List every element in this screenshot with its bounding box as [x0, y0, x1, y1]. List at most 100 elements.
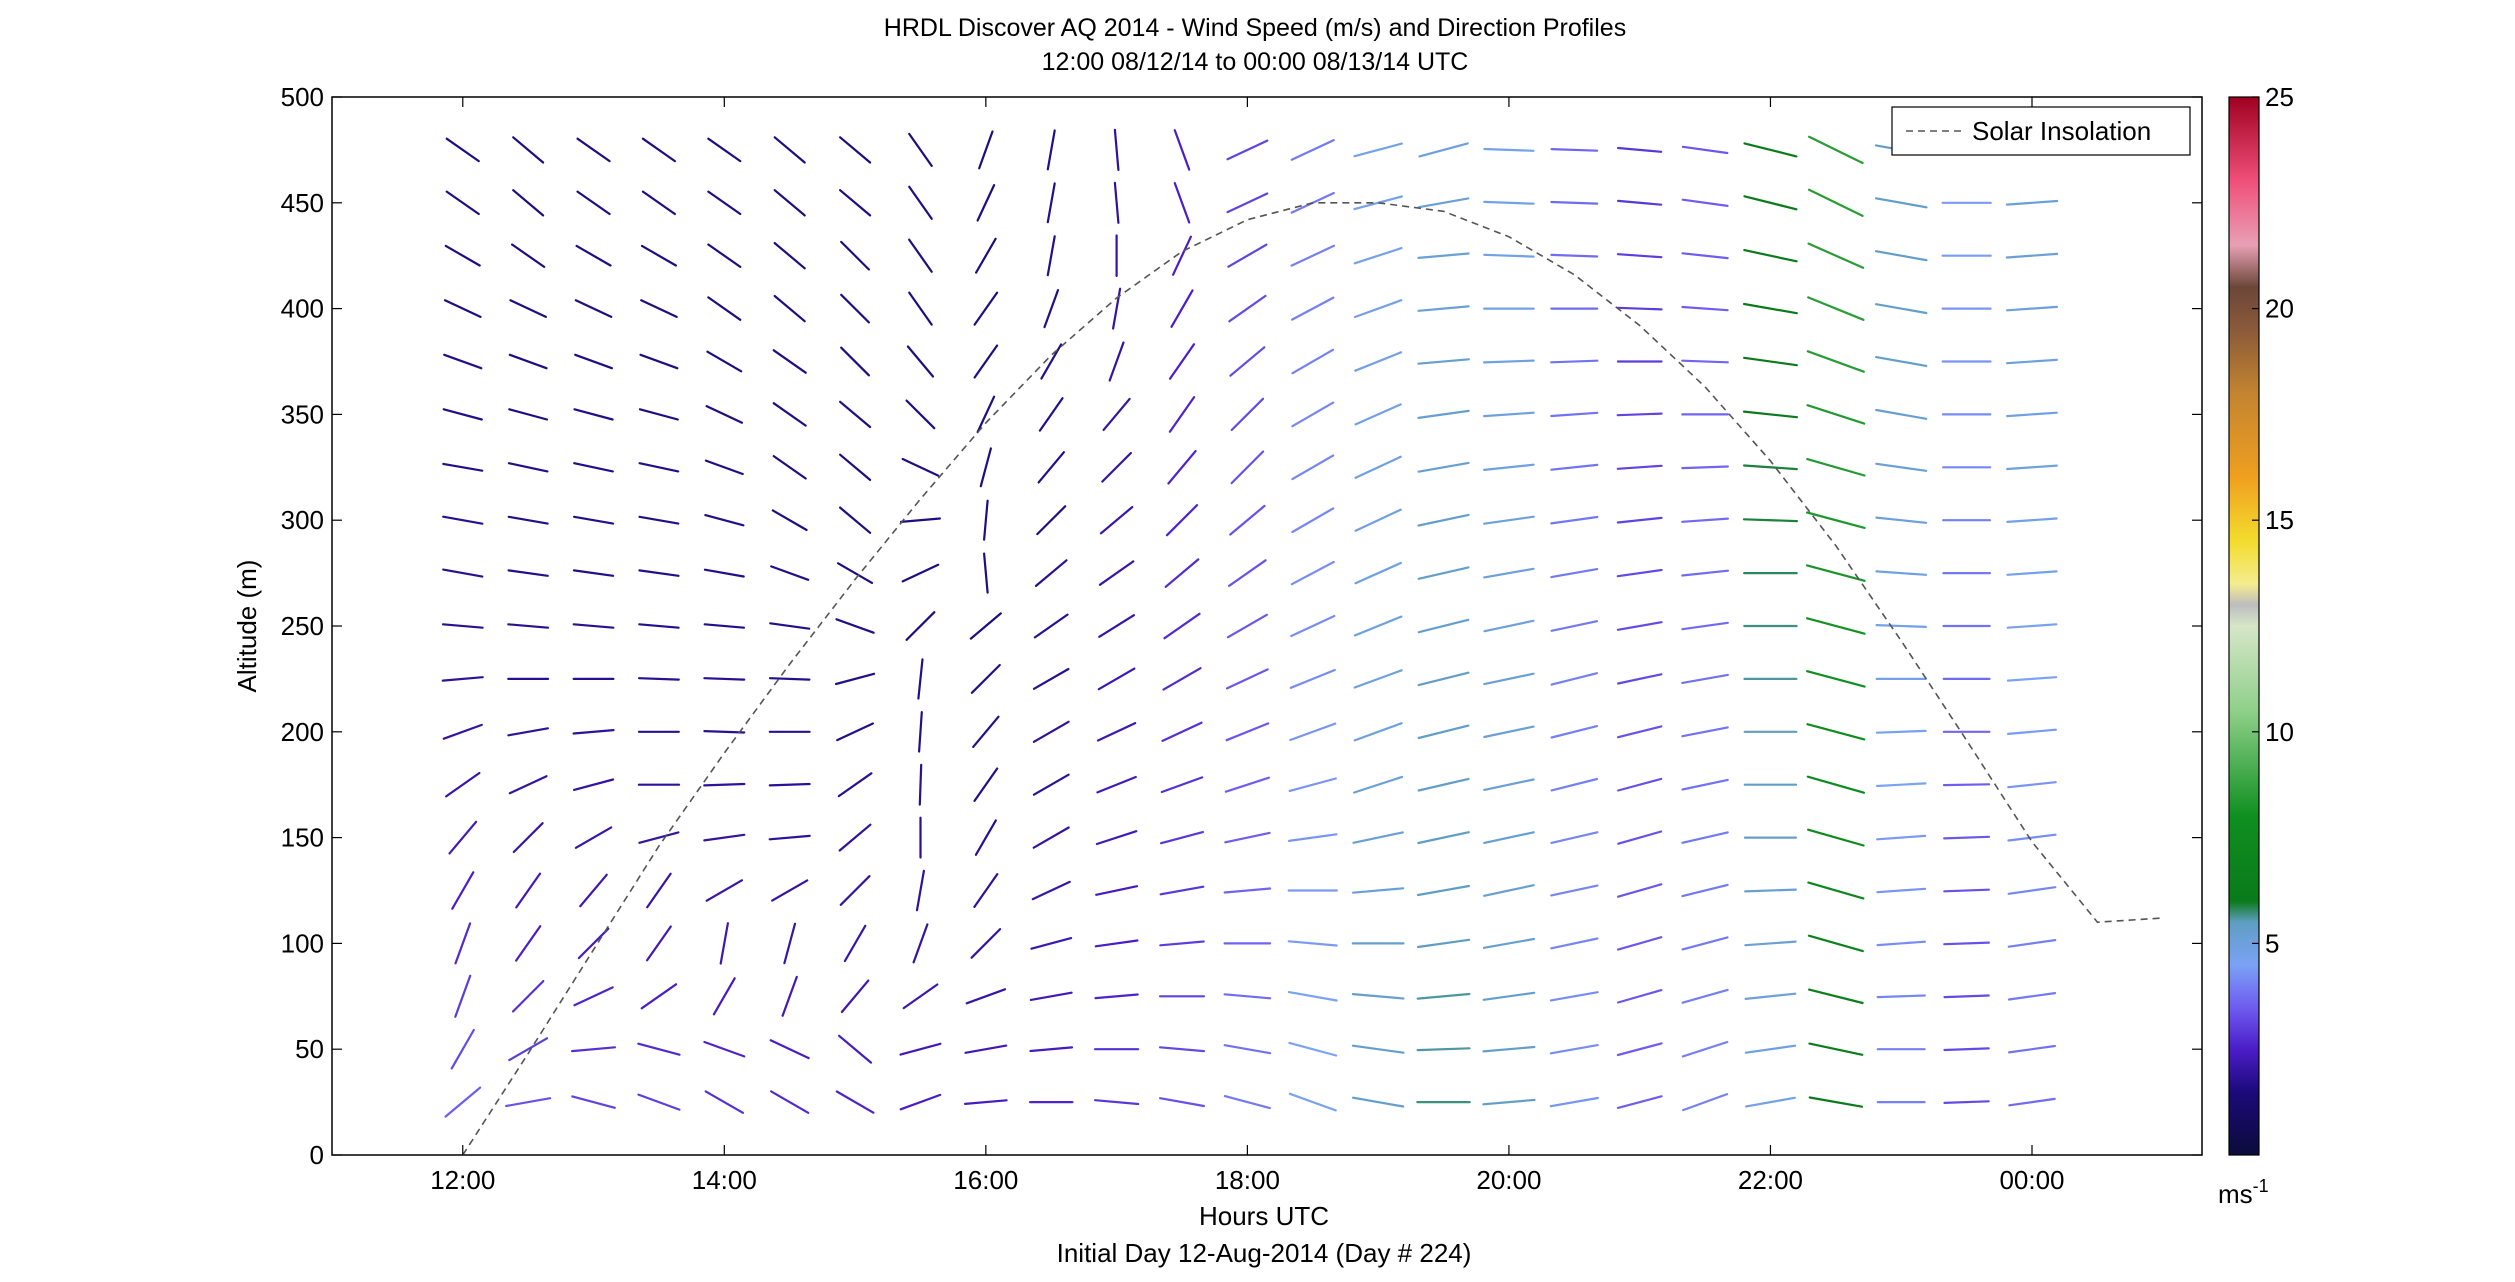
- wind-vector: [1806, 775, 1866, 794]
- wind-vector: [1616, 464, 1663, 470]
- wind-vector: [773, 189, 806, 217]
- wind-vector: [507, 515, 549, 525]
- wind-vector: [976, 395, 996, 434]
- wind-vector: [1287, 940, 1338, 947]
- wind-vector: [979, 447, 993, 488]
- wind-vector: [570, 1046, 617, 1053]
- wind-vector: [1032, 720, 1070, 743]
- wind-vector: [1417, 461, 1470, 473]
- colorbar-ticks: 5 10 15 20 25: [2252, 82, 2294, 958]
- x-axis-ticks: 12:00 14:00 16:00 18:00 20:00 22:00 00:00: [430, 97, 2065, 1195]
- wind-vector: [1163, 612, 1201, 640]
- wind-vector: [969, 612, 1002, 640]
- wind-vector: [1354, 561, 1402, 585]
- wind-vector: [1482, 937, 1536, 949]
- wind-vector: [574, 353, 614, 370]
- wind-vector: [1095, 830, 1138, 846]
- wind-vector: [1226, 139, 1269, 161]
- wind-vector: [2007, 833, 2057, 842]
- wind-vector: [1943, 1100, 1990, 1105]
- legend-label-solar-insolation: Solar Insolation: [1972, 116, 2151, 146]
- wind-vector: [638, 408, 679, 421]
- wind-vector: [1158, 1097, 1206, 1108]
- wind-vector: [1416, 938, 1471, 949]
- wind-vector: [442, 723, 483, 740]
- wind-vector: [1808, 1042, 1864, 1056]
- wind-vector: [1290, 614, 1336, 638]
- wind-vector: [838, 453, 872, 481]
- wind-vector: [508, 353, 548, 370]
- wind-vector: [1550, 884, 1599, 897]
- wind-vector: [1162, 667, 1202, 691]
- wind-vector: [771, 509, 808, 532]
- wind-vector: [645, 925, 672, 962]
- wind-vector: [444, 1086, 482, 1118]
- wind-vector: [773, 294, 806, 323]
- wind-vector: [641, 190, 677, 216]
- wind-vector: [1287, 990, 1338, 1002]
- wind-vector: [1102, 397, 1131, 431]
- wind-vector: [2008, 1097, 2056, 1107]
- wind-vector: [1943, 941, 1991, 946]
- wind-vector: [918, 763, 923, 806]
- wind-vector: [1744, 888, 1797, 893]
- wind-vector: [908, 132, 933, 167]
- wind-vector: [572, 623, 615, 629]
- wind-vector: [1482, 1098, 1536, 1106]
- wind-vector: [915, 869, 926, 912]
- wind-vector: [707, 243, 742, 268]
- wind-vector: [1616, 306, 1663, 311]
- chart-title-line1: HRDL Discover AQ 2014 - Wind Speed (m/s)…: [884, 14, 1626, 42]
- wind-vector: [445, 190, 480, 216]
- wind-vector: [917, 658, 924, 700]
- wind-vector: [1616, 253, 1663, 259]
- wind-vector: [1168, 343, 1196, 380]
- wind-vector: [1223, 887, 1272, 894]
- wind-vector: [1744, 1044, 1797, 1054]
- wind-vector: [1616, 412, 1663, 417]
- wind-vector: [1353, 669, 1403, 689]
- wind-vector: [1876, 940, 1927, 947]
- wind-vector: [899, 1042, 942, 1056]
- wind-vector: [1681, 621, 1729, 631]
- y-tick-label: 300: [281, 505, 324, 535]
- wind-vector: [1418, 142, 1469, 158]
- wind-vector: [963, 1099, 1008, 1106]
- wind-vector: [1225, 722, 1270, 742]
- wind-vector: [2006, 411, 2058, 418]
- wind-vector: [1417, 566, 1470, 580]
- wind-vector: [704, 1090, 745, 1114]
- wind-vector: [638, 831, 680, 844]
- wind-vector: [1681, 569, 1730, 577]
- wind-vector: [1550, 620, 1599, 632]
- wind-vector: [1173, 182, 1191, 224]
- wind-vector: [703, 729, 746, 734]
- wind-vector: [2005, 305, 2058, 312]
- wind-vector: [1681, 145, 1729, 155]
- wind-vector: [838, 189, 872, 217]
- wind-vector: [974, 819, 997, 856]
- wind-vector: [1033, 613, 1069, 639]
- wind-vector: [1094, 939, 1139, 948]
- wind-vector: [1417, 671, 1470, 687]
- wind-vector: [840, 293, 871, 324]
- wind-vector: [1549, 1043, 1599, 1055]
- wind-vector: [974, 237, 997, 274]
- x-tick-label: 18:00: [1215, 1165, 1280, 1195]
- colorbar-tick-label: 15: [2265, 505, 2294, 535]
- wind-vector: [1289, 668, 1336, 689]
- wind-vector: [1168, 396, 1196, 433]
- wind-vector: [1550, 359, 1599, 364]
- wind-vector: [1287, 833, 1338, 843]
- wind-vector: [836, 722, 875, 742]
- wind-vector: [1417, 831, 1470, 845]
- wind-vector: [507, 462, 549, 473]
- wind-vector: [964, 1044, 1008, 1054]
- wind-vector: [443, 299, 482, 318]
- wind-vector: [1616, 725, 1663, 739]
- wind-vector: [1416, 1047, 1471, 1052]
- wind-vector: [1742, 302, 1798, 315]
- wind-vector: [1159, 940, 1205, 947]
- wind-vector: [838, 400, 872, 429]
